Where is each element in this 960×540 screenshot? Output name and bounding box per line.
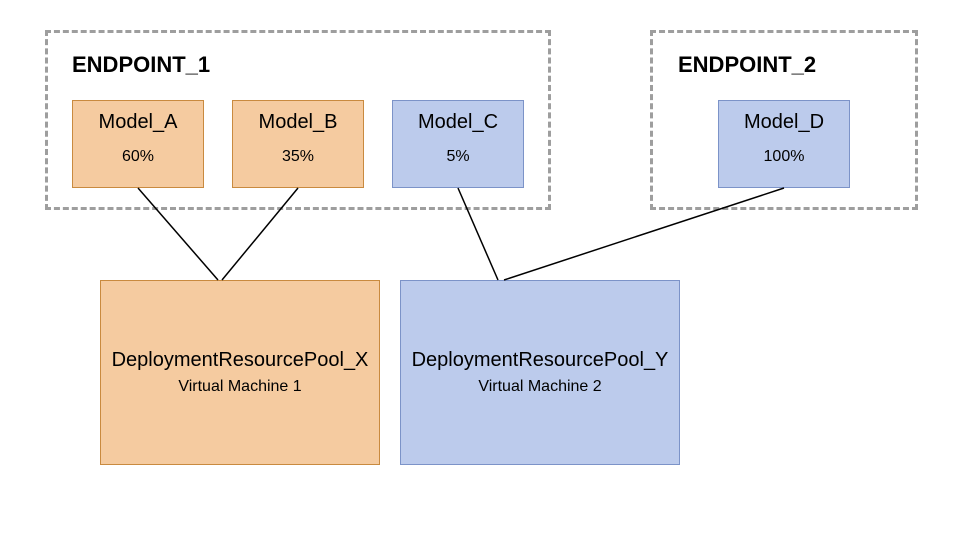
model-d-box: Model_D 100% bbox=[718, 100, 850, 188]
model-d-pct: 100% bbox=[764, 148, 805, 166]
model-a-pct: 60% bbox=[122, 148, 154, 166]
model-c-box: Model_C 5% bbox=[392, 100, 524, 188]
model-b-pct: 35% bbox=[282, 148, 314, 166]
model-c-name: Model_C bbox=[418, 111, 498, 134]
pool-y-name: DeploymentResourcePool_Y bbox=[412, 349, 669, 372]
model-a-box: Model_A 60% bbox=[72, 100, 204, 188]
pool-x-name: DeploymentResourcePool_X bbox=[112, 349, 369, 372]
model-c-pct: 5% bbox=[446, 148, 469, 166]
pool-y-sub: Virtual Machine 2 bbox=[478, 378, 601, 396]
model-b-box: Model_B 35% bbox=[232, 100, 364, 188]
model-a-name: Model_A bbox=[99, 111, 178, 134]
pool-y-box: DeploymentResourcePool_Y Virtual Machine… bbox=[400, 280, 680, 465]
pool-x-box: DeploymentResourcePool_X Virtual Machine… bbox=[100, 280, 380, 465]
model-b-name: Model_B bbox=[259, 111, 338, 134]
endpoint-1-title: ENDPOINT_1 bbox=[72, 52, 210, 78]
endpoint-2-title: ENDPOINT_2 bbox=[678, 52, 816, 78]
model-d-name: Model_D bbox=[744, 111, 824, 134]
pool-x-sub: Virtual Machine 1 bbox=[178, 378, 301, 396]
